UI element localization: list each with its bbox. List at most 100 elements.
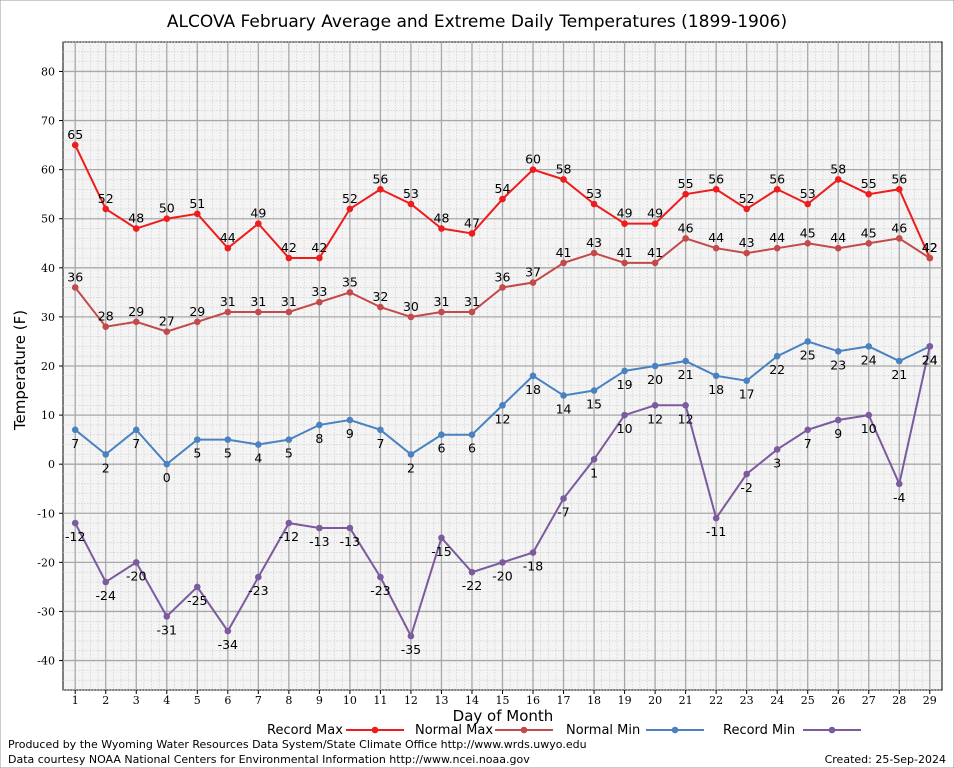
x-tick-label: 16 bbox=[526, 694, 540, 707]
y-tick-label: -40 bbox=[37, 655, 55, 668]
x-tick-label: 2 bbox=[102, 694, 109, 707]
record-min-data-label: -23 bbox=[370, 583, 390, 598]
normal-max-data-label: 29 bbox=[189, 304, 205, 319]
normal-max-point bbox=[102, 323, 110, 331]
record-min-point bbox=[590, 455, 598, 463]
record-min-point bbox=[255, 573, 262, 581]
legend: Record Max Normal Max Normal Min Record Min bbox=[267, 723, 861, 738]
normal-min-point bbox=[529, 372, 537, 380]
x-tick-label: 1 bbox=[72, 694, 79, 707]
normal-max-point bbox=[377, 303, 384, 311]
record-min-data-label: -20 bbox=[492, 568, 512, 583]
record-max-data-label: 55 bbox=[861, 176, 877, 191]
normal-min-data-label: 22 bbox=[769, 362, 785, 377]
normal-max-data-label: 31 bbox=[281, 294, 297, 309]
record-max-data-label: 56 bbox=[708, 171, 724, 186]
record-min-point bbox=[865, 411, 873, 419]
normal-max-point bbox=[193, 318, 201, 326]
record-min-data-label: -13 bbox=[309, 534, 329, 549]
normal-max-point bbox=[316, 298, 323, 306]
record-max-point bbox=[346, 205, 354, 213]
normal-min-data-label: 2 bbox=[102, 460, 110, 475]
record-min-data-label: -34 bbox=[218, 637, 238, 652]
record-min-point bbox=[895, 480, 903, 488]
record-min-point bbox=[163, 613, 171, 620]
normal-max-point bbox=[804, 239, 812, 247]
record-min-data-label: 24 bbox=[922, 352, 938, 367]
legend-item-record-min: Record Min bbox=[723, 723, 861, 738]
normal-min-data-label: 20 bbox=[647, 372, 663, 387]
record-max-point bbox=[71, 141, 79, 149]
record-max-point bbox=[651, 220, 659, 227]
normal-max-point bbox=[285, 308, 293, 316]
normal-max-point bbox=[865, 239, 873, 247]
normal-max-data-label: 37 bbox=[525, 265, 541, 280]
normal-max-point bbox=[834, 244, 842, 252]
normal-min-data-label: 0 bbox=[163, 470, 171, 485]
record-max-point bbox=[132, 225, 140, 232]
normal-min-point bbox=[163, 460, 171, 468]
record-max-point bbox=[316, 254, 323, 262]
record-min-data-label: 12 bbox=[678, 411, 694, 426]
normal-min-data-label: 23 bbox=[830, 357, 846, 372]
normal-max-data-label: 46 bbox=[678, 220, 694, 235]
normal-max-point bbox=[499, 284, 506, 291]
y-tick-label: 10 bbox=[41, 409, 55, 422]
normal-min-point bbox=[651, 362, 659, 370]
legend-label: Normal Max bbox=[415, 723, 493, 738]
record-max-point bbox=[407, 200, 415, 208]
record-max-point bbox=[804, 200, 812, 208]
record-min-point bbox=[224, 627, 232, 635]
x-tick-label: 28 bbox=[892, 694, 906, 707]
record-max-point bbox=[621, 220, 628, 227]
record-min-point bbox=[102, 578, 110, 586]
normal-min-point bbox=[895, 357, 903, 365]
record-max-data-label: 48 bbox=[128, 211, 144, 226]
normal-min-data-label: 12 bbox=[495, 411, 511, 426]
record-min-data-label: -12 bbox=[65, 529, 85, 544]
normal-min-point bbox=[438, 431, 445, 439]
record-max-data-label: 56 bbox=[891, 171, 907, 186]
record-max-point bbox=[224, 244, 232, 252]
normal-max-point bbox=[255, 308, 262, 316]
legend-marker bbox=[828, 726, 836, 734]
normal-max-point bbox=[438, 308, 445, 316]
normal-max-point bbox=[407, 313, 415, 321]
normal-min-point bbox=[804, 338, 812, 345]
normal-min-data-label: 7 bbox=[71, 436, 79, 451]
normal-min-data-label: 9 bbox=[346, 426, 354, 441]
record-min-point bbox=[71, 519, 79, 527]
footer-data-courtesy: Data courtesy NOAA National Centers for … bbox=[8, 753, 530, 766]
legend-item-normal-min: Normal Min bbox=[566, 723, 704, 738]
record-min-point bbox=[651, 401, 659, 409]
y-tick-label: 30 bbox=[41, 311, 55, 324]
normal-min-data-label: 5 bbox=[285, 446, 293, 461]
normal-min-point bbox=[682, 357, 689, 365]
record-min-data-label: -25 bbox=[187, 593, 207, 608]
normal-max-point bbox=[712, 244, 720, 252]
record-min-point bbox=[193, 583, 201, 591]
normal-min-point bbox=[285, 436, 293, 443]
normal-min-point bbox=[316, 421, 323, 429]
normal-min-point bbox=[132, 426, 140, 434]
normal-max-data-label: 41 bbox=[617, 245, 633, 260]
x-tick-label: 29 bbox=[923, 694, 937, 707]
record-max-data-label: 48 bbox=[434, 211, 450, 226]
record-max-data-label: 50 bbox=[159, 201, 175, 216]
record-min-point bbox=[560, 495, 567, 502]
record-min-point bbox=[499, 559, 506, 566]
record-max-data-label: 47 bbox=[464, 215, 480, 230]
record-max-point bbox=[743, 205, 750, 213]
x-tick-label: 20 bbox=[648, 694, 662, 707]
normal-min-data-label: 8 bbox=[315, 431, 323, 446]
normal-max-point bbox=[468, 308, 476, 316]
record-min-data-label: -24 bbox=[96, 588, 116, 603]
x-tick-label: 26 bbox=[831, 694, 845, 707]
record-max-data-label: 53 bbox=[586, 186, 602, 201]
record-min-point bbox=[316, 524, 323, 532]
record-min-point bbox=[377, 573, 384, 581]
record-max-data-label: 56 bbox=[769, 171, 785, 186]
record-min-data-label: -18 bbox=[523, 559, 543, 574]
